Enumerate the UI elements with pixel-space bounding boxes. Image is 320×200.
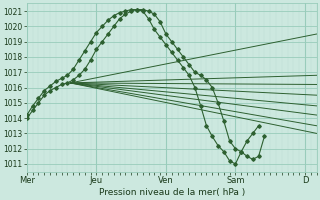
X-axis label: Pression niveau de la mer( hPa ): Pression niveau de la mer( hPa ) [99,188,245,197]
